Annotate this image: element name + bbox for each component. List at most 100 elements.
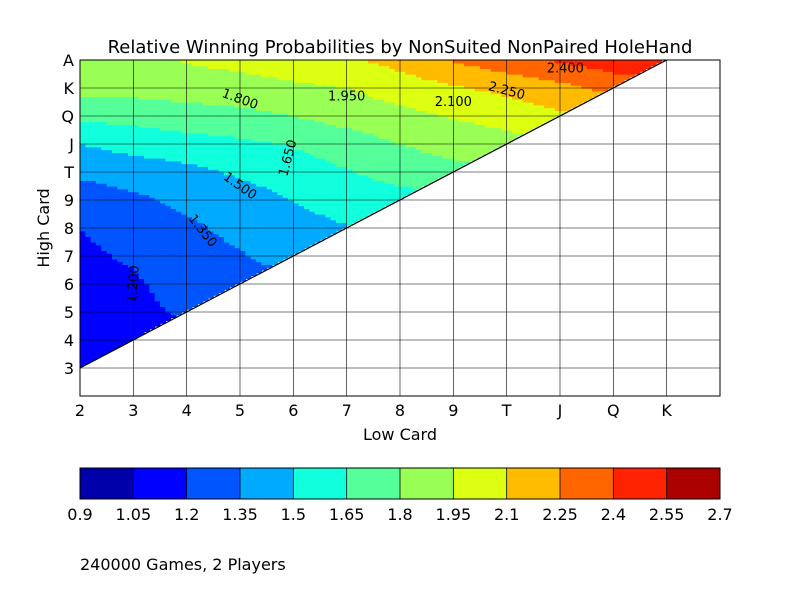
contour-fill-cell: [133, 286, 140, 291]
contour-fill-cell: [234, 149, 241, 153]
contour-fill-cell: [250, 253, 257, 257]
contour-fill-cell: [218, 219, 225, 223]
contour-fill-cell: [245, 144, 252, 148]
contour-fill-cell: [101, 121, 108, 125]
contour-fill-cell: [325, 230, 332, 235]
contour-fill-cell: [512, 116, 518, 120]
contour-fill-cell: [352, 172, 358, 176]
contour-fill-cell: [480, 104, 486, 109]
contour-fill-cell: [501, 102, 508, 106]
contour-fill-cell: [160, 85, 166, 89]
contour-fill-cell: [80, 264, 86, 268]
contour-fill-cell: [240, 121, 246, 125]
contour-fill-cell: [154, 258, 161, 263]
contour-fill-cell: [245, 138, 252, 142]
contour-fill-cell: [272, 191, 278, 195]
contour-fill-cell: [85, 320, 92, 324]
contour-fill-cell: [170, 163, 177, 167]
contour-fill-cell: [160, 309, 166, 313]
contour-fill-cell: [464, 118, 470, 123]
contour-fill-cell: [128, 323, 134, 327]
contour-fill-cell: [234, 118, 241, 123]
contour-fill-cell: [106, 323, 113, 327]
contour-fill-cell: [117, 180, 124, 184]
contour-fill-cell: [176, 186, 182, 190]
contour-fill-cell: [490, 110, 497, 114]
contour-fill-cell: [378, 205, 385, 209]
contour-fill-cell: [240, 219, 246, 223]
contour-fill-cell: [133, 267, 140, 271]
contour-fill-cell: [250, 219, 257, 223]
contour-fill-cell: [149, 275, 156, 279]
contour-fill-cell: [229, 121, 236, 125]
contour-fill-cell: [309, 118, 316, 123]
contour-fill-cell: [277, 253, 284, 257]
contour-fill-cell: [245, 208, 252, 212]
contour-fill-cell: [250, 113, 257, 117]
contour-fill-cell: [437, 118, 444, 123]
contour-fill-cell: [117, 155, 124, 159]
contour-fill-cell: [112, 233, 118, 237]
contour-fill-cell: [218, 93, 225, 97]
contour-fill-cell: [277, 90, 284, 95]
contour-fill-cell: [80, 88, 86, 92]
contour-fill-cell: [229, 90, 236, 95]
contour-fill-cell: [186, 149, 193, 153]
contour-fill-cell: [202, 233, 209, 237]
contour-fill-cell: [522, 107, 529, 111]
contour-fill-cell: [432, 146, 438, 151]
contour-fill-cell: [336, 132, 342, 137]
contour-fill-cell: [400, 138, 406, 142]
contour-fill-cell: [154, 306, 161, 310]
contour-fill-cell: [165, 90, 172, 95]
contour-fill-cell: [250, 191, 257, 195]
contour-fill-cell: [250, 180, 257, 184]
contour-fill-cell: [186, 183, 193, 187]
contour-fill-cell: [112, 242, 118, 246]
contour-fill-cell: [298, 104, 305, 109]
contour-fill-cell: [149, 284, 156, 288]
contour-fill-cell: [208, 116, 214, 120]
contour-fill-cell: [234, 138, 241, 142]
contour-fill-cell: [304, 141, 310, 145]
contour-fill-cell: [224, 267, 230, 271]
contour-fill-cell: [144, 172, 150, 176]
contour-fill-cell: [138, 104, 145, 109]
contour-fill-cell: [112, 169, 118, 173]
contour-fill-cell: [410, 138, 417, 142]
contour-fill-cell: [192, 169, 198, 173]
contour-fill-cell: [112, 85, 118, 89]
contour-fill-cell: [266, 99, 273, 103]
contour-fill-cell: [288, 135, 294, 139]
contour-fill-cell: [176, 166, 182, 170]
contour-fill-cell: [330, 158, 337, 162]
contour-fill-cell: [282, 121, 289, 125]
contour-fill-cell: [368, 124, 374, 128]
contour-fill-cell: [85, 130, 92, 134]
contour-fill-cell: [197, 222, 204, 226]
contour-fill-cell: [245, 250, 252, 254]
contour-fill-cell: [309, 242, 316, 246]
contour-fill-cell: [325, 141, 332, 145]
contour-fill-cell: [138, 314, 145, 319]
contour-fill-cell: [528, 90, 534, 95]
contour-fill-cell: [320, 208, 326, 212]
contour-fill-cell: [245, 177, 252, 181]
contour-fill-cell: [256, 88, 262, 92]
contour-fill-cell: [421, 124, 428, 128]
contour-fill-cell: [80, 359, 86, 363]
contour-fill-cell: [117, 135, 124, 139]
contour-fill-cell: [117, 118, 124, 123]
contour-fill-cell: [368, 174, 374, 179]
contour-fill-cell: [160, 267, 166, 271]
contour-fill-cell: [101, 328, 108, 333]
contour-fill-cell: [165, 309, 172, 313]
contour-fill-cell: [128, 200, 134, 204]
contour-fill-cell: [384, 146, 390, 151]
contour-fill-cell: [314, 214, 321, 218]
contour-fill-cell: [80, 331, 86, 335]
contour-fill-cell: [144, 275, 150, 279]
contour-fill-cell: [186, 300, 193, 305]
contour-fill-cell: [405, 135, 412, 139]
contour-fill-cell: [128, 208, 134, 212]
